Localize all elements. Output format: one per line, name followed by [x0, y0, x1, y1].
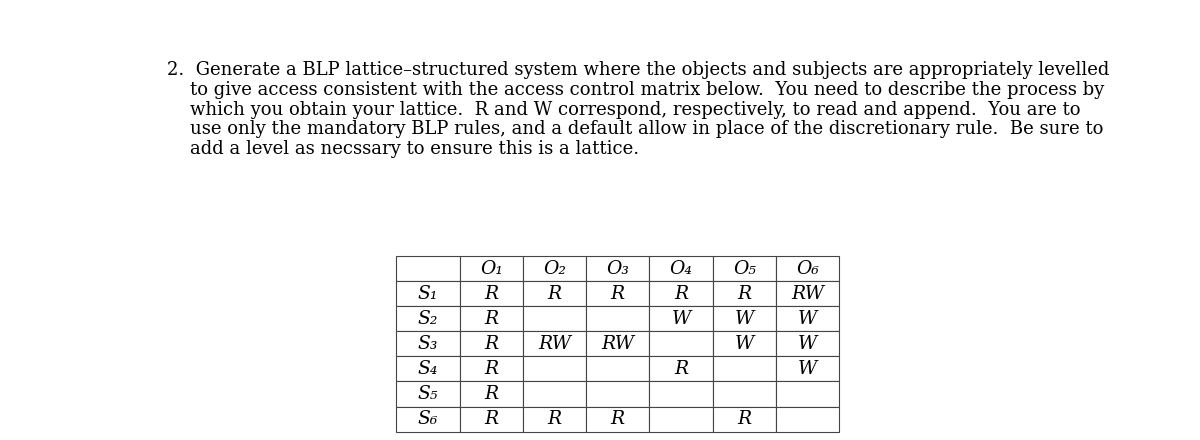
Text: R: R [674, 360, 688, 378]
Bar [776, 381, 839, 407]
Text: R: R [737, 285, 751, 303]
Bar [713, 306, 776, 331]
Text: S₁: S₁ [418, 285, 438, 303]
Bar [586, 331, 649, 356]
Text: O₆: O₆ [796, 260, 818, 278]
Bar [460, 281, 523, 306]
Bar [460, 256, 523, 281]
Text: R: R [674, 285, 688, 303]
Bar [396, 407, 460, 432]
Bar [649, 306, 713, 331]
Bar [523, 356, 586, 381]
Text: R: R [485, 410, 498, 428]
Bar [460, 331, 523, 356]
Bar [586, 407, 649, 432]
Text: O₅: O₅ [733, 260, 756, 278]
Bar [776, 331, 839, 356]
Text: 2.  Generate a BLP lattice–structured system where the objects and subjects are : 2. Generate a BLP lattice–structured sys… [167, 61, 1109, 79]
Text: R: R [485, 310, 498, 328]
Bar [396, 381, 460, 407]
Bar [649, 356, 713, 381]
Bar [649, 256, 713, 281]
Text: R: R [485, 335, 498, 353]
Bar [713, 256, 776, 281]
Text: R: R [547, 410, 562, 428]
Bar [460, 381, 523, 407]
Bar [649, 407, 713, 432]
Bar [460, 407, 523, 432]
Bar [396, 356, 460, 381]
Bar [713, 381, 776, 407]
Text: W: W [798, 360, 817, 378]
Text: W: W [672, 310, 691, 328]
Text: S₃: S₃ [418, 335, 438, 353]
Bar [523, 281, 586, 306]
Text: use only the mandatory BLP rules, and a default allow in place of the discretion: use only the mandatory BLP rules, and a … [167, 120, 1103, 138]
Text: W: W [798, 310, 817, 328]
Bar [586, 381, 649, 407]
Bar [776, 281, 839, 306]
Text: add a level as necssary to ensure this is a lattice.: add a level as necssary to ensure this i… [167, 140, 638, 158]
Text: O₂: O₂ [544, 260, 566, 278]
Bar [713, 356, 776, 381]
Text: to give access consistent with the access control matrix below.  You need to des: to give access consistent with the acces… [167, 81, 1104, 99]
Bar [396, 281, 460, 306]
Text: O₄: O₄ [670, 260, 692, 278]
Text: R: R [485, 360, 498, 378]
Bar [713, 331, 776, 356]
Text: S₅: S₅ [418, 385, 438, 403]
Bar [523, 306, 586, 331]
Bar [776, 356, 839, 381]
Bar [460, 306, 523, 331]
Bar [649, 281, 713, 306]
Text: R: R [485, 285, 498, 303]
Text: W: W [798, 335, 817, 353]
Text: R: R [737, 410, 751, 428]
Text: O₃: O₃ [606, 260, 629, 278]
Text: W: W [734, 310, 754, 328]
Text: S₆: S₆ [418, 410, 438, 428]
Text: RW: RW [601, 335, 635, 353]
Text: O₁: O₁ [480, 260, 503, 278]
Text: W: W [734, 335, 754, 353]
Text: R: R [611, 410, 625, 428]
Bar [586, 281, 649, 306]
Text: RW: RW [791, 285, 824, 303]
Bar [776, 256, 839, 281]
Bar [776, 306, 839, 331]
Text: S₄: S₄ [418, 360, 438, 378]
Bar [713, 281, 776, 306]
Bar [713, 407, 776, 432]
Bar [649, 331, 713, 356]
Bar [586, 306, 649, 331]
Text: RW: RW [538, 335, 571, 353]
Bar [586, 356, 649, 381]
Bar [523, 407, 586, 432]
Bar [776, 407, 839, 432]
Bar [396, 331, 460, 356]
Bar [523, 256, 586, 281]
Text: R: R [485, 385, 498, 403]
Bar [460, 356, 523, 381]
Bar [649, 381, 713, 407]
Bar [586, 256, 649, 281]
Bar [523, 331, 586, 356]
Bar [396, 256, 460, 281]
Bar [523, 381, 586, 407]
Text: S₂: S₂ [418, 310, 438, 328]
Text: which you obtain your lattice.  R and W correspond, respectively, to read and ap: which you obtain your lattice. R and W c… [167, 101, 1080, 118]
Text: R: R [547, 285, 562, 303]
Text: R: R [611, 285, 625, 303]
Bar [396, 306, 460, 331]
